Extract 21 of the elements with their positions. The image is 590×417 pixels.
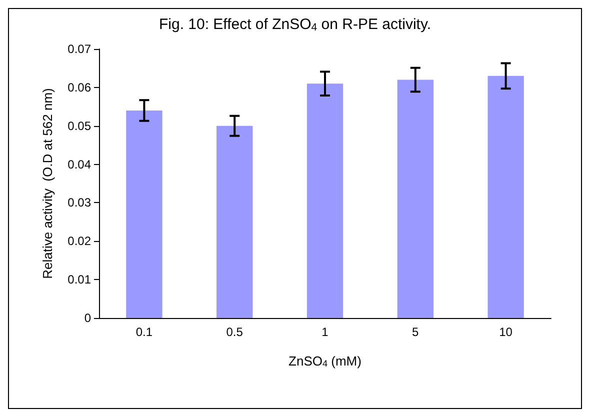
bar <box>126 110 162 318</box>
y-tick-label: 0 <box>84 311 92 325</box>
chart-title: Fig. 10: Effect of ZnSO4 on R-PE activity. <box>158 16 432 34</box>
y-tick-label: 0.01 <box>68 272 92 287</box>
y-tick-label: 0.03 <box>68 196 92 210</box>
bar <box>488 76 524 318</box>
x-tick-label: 10 <box>499 325 513 339</box>
bar <box>216 126 253 318</box>
y-axis-title: Relative activity (O.D at 562 nm) <box>40 88 55 279</box>
x-tick-label: 0.1 <box>136 325 153 339</box>
x-axis-title: ZnSO4 (mM) <box>288 354 362 369</box>
y-tick-label: 0.04 <box>68 157 92 172</box>
x-tick-label: 1 <box>322 325 329 339</box>
y-tick-label: 0.05 <box>68 118 92 133</box>
y-tick-label: 0.06 <box>68 80 92 94</box>
y-tick-label: 0.02 <box>68 234 92 248</box>
x-tick-label: 5 <box>412 325 420 339</box>
y-tick-label: 0.07 <box>68 42 92 56</box>
x-tick-label: 0.5 <box>226 325 244 339</box>
bar <box>306 84 344 318</box>
bar <box>397 80 434 318</box>
